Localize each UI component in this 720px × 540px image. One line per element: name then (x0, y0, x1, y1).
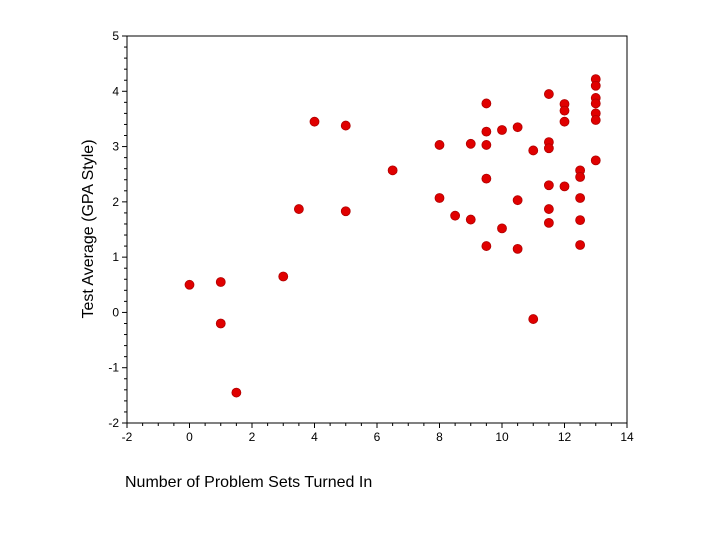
x-tick-label: 14 (620, 430, 634, 444)
x-tick-label: 4 (311, 430, 318, 444)
data-point (575, 193, 586, 203)
data-point (481, 140, 492, 150)
data-point (340, 206, 351, 217)
data-point (434, 193, 445, 203)
y-tick-label: 1 (112, 250, 119, 264)
data-point (590, 80, 601, 91)
data-point (450, 210, 461, 221)
data-point (590, 155, 601, 166)
data-point (231, 387, 242, 398)
data-point (575, 215, 586, 226)
data-point (387, 165, 398, 176)
data-point (512, 243, 523, 254)
x-tick-label: -2 (122, 430, 133, 444)
data-point (481, 241, 492, 251)
data-point (559, 181, 570, 192)
data-point (481, 126, 492, 137)
data-point (497, 125, 507, 135)
data-point (309, 116, 320, 127)
x-tick-label: 2 (249, 430, 256, 444)
data-point (340, 120, 351, 131)
y-tick-label: -2 (108, 416, 119, 430)
y-axis-ticks: -2 -1 0 1 2 3 4 5 (108, 29, 127, 430)
data-point (434, 140, 445, 150)
data-point (184, 279, 195, 290)
scatter-points (184, 74, 601, 398)
data-point (543, 204, 554, 214)
y-tick-label: 4 (112, 84, 119, 98)
data-point (293, 204, 304, 214)
data-point (481, 173, 492, 184)
data-point (543, 89, 554, 99)
x-tick-label: 10 (495, 430, 509, 444)
data-point (465, 214, 476, 225)
y-tick-label: 2 (112, 195, 119, 209)
data-point (543, 143, 554, 154)
data-point (512, 122, 523, 133)
x-tick-label: 6 (374, 430, 381, 444)
data-point (559, 105, 570, 116)
data-point (528, 145, 539, 156)
data-point (497, 223, 507, 234)
data-point (528, 314, 539, 324)
x-tick-label: 8 (436, 430, 443, 444)
x-tick-label: 12 (558, 430, 572, 444)
data-point (590, 98, 601, 109)
data-point (278, 271, 289, 282)
data-point (575, 240, 586, 250)
x-tick-label: 0 (186, 430, 193, 444)
data-point (559, 116, 570, 127)
y-tick-label: 5 (112, 29, 119, 43)
data-point (543, 217, 554, 228)
data-point (590, 115, 601, 125)
y-axis-minor-ticks (124, 46, 127, 413)
x-axis-title: Number of Problem Sets Turned In (125, 474, 372, 491)
data-point (575, 172, 586, 182)
data-point (481, 98, 492, 109)
y-tick-label: -1 (108, 361, 119, 375)
x-axis-ticks: -2 0 2 4 6 8 10 12 14 (122, 423, 634, 444)
y-tick-label: 3 (112, 140, 119, 154)
data-point (465, 138, 476, 149)
data-point (215, 277, 226, 287)
data-point (512, 195, 523, 206)
y-axis-title: Test Average (GPA Style) (80, 139, 97, 318)
x-axis-minor-ticks (142, 423, 612, 426)
data-point (543, 180, 554, 191)
y-tick-label: 0 (112, 305, 119, 319)
data-point (215, 318, 226, 329)
